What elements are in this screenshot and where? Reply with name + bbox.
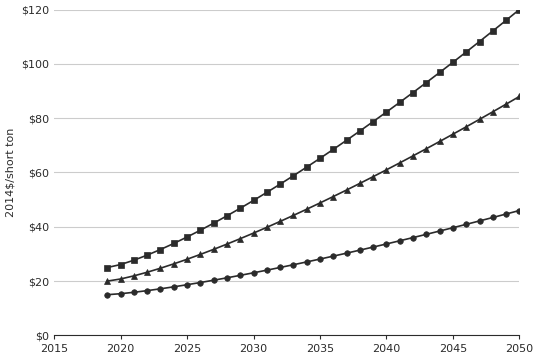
Y-axis label: 2014$/short ton: 2014$/short ton — [5, 128, 16, 217]
